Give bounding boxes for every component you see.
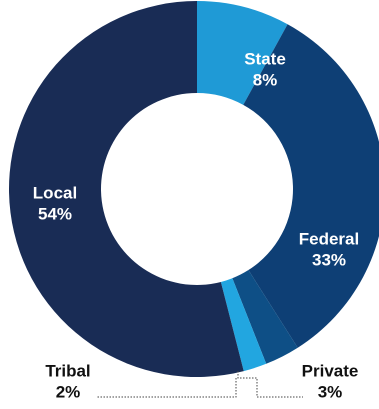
slice-label-name-local: Local — [33, 183, 77, 202]
leader-line-tribal — [96, 378, 237, 398]
slice-label-name-tribal: Tribal — [45, 361, 90, 380]
slice-label-value-private: 3% — [318, 382, 343, 401]
slice-label-name-private: Private — [302, 361, 359, 380]
donut-slice-state — [197, 1, 288, 105]
donut-slice-federal — [243, 24, 379, 348]
slice-label-value-state: 8% — [253, 70, 278, 89]
slice-label-private: Private 3% — [302, 361, 359, 401]
slice-label-tribal: Tribal 2% — [45, 361, 90, 401]
donut-slice-private — [232, 270, 298, 364]
donut-slice-tribal — [220, 278, 267, 372]
slice-label-name-federal: Federal — [299, 229, 359, 248]
donut-slice-local — [8, 1, 244, 377]
leader-line-private — [237, 371, 303, 398]
slice-label-name-state: State — [244, 49, 286, 68]
slice-label-value-local: 54% — [38, 204, 72, 223]
slice-label-value-federal: 33% — [312, 250, 346, 269]
slice-label-state: State 8% — [244, 49, 286, 89]
slice-label-value-tribal: 2% — [56, 382, 81, 401]
slice-label-local: Local 54% — [33, 183, 77, 223]
slice-label-federal: Federal 33% — [299, 229, 359, 269]
